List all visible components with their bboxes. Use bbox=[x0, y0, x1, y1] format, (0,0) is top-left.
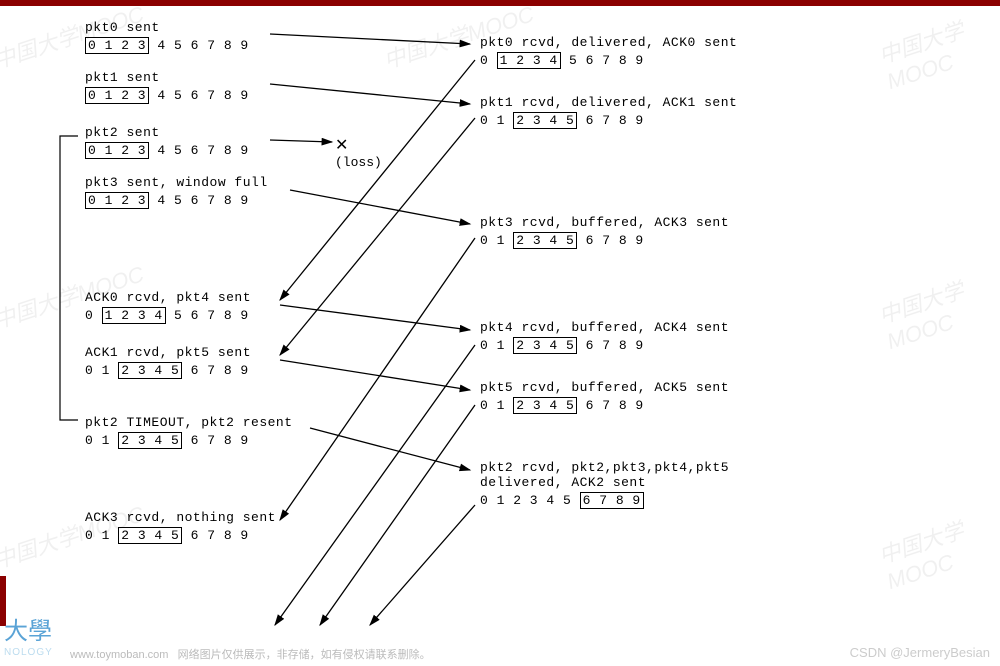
sender-event: pkt2 TIMEOUT, pkt2 resent 0 1 2 3 4 5 6 7… bbox=[85, 415, 293, 449]
event-label: pkt4 rcvd, buffered, ACK4 sent bbox=[480, 320, 729, 335]
event-sequence: 0 1 2 3 4 5 6 7 8 9 bbox=[85, 142, 249, 159]
arrow bbox=[270, 34, 470, 44]
arrow bbox=[280, 360, 470, 390]
top-red-bar bbox=[0, 0, 1000, 6]
event-label: pkt1 sent bbox=[85, 70, 249, 85]
event-sequence: 0 1 2 3 4 5 6 7 8 9 bbox=[480, 397, 729, 414]
event-label: pkt5 rcvd, buffered, ACK5 sent bbox=[480, 380, 729, 395]
sender-event: pkt1 sent 0 1 2 3 4 5 6 7 8 9 bbox=[85, 70, 249, 104]
arrow bbox=[280, 60, 475, 300]
arrow bbox=[280, 238, 475, 520]
watermark-text: 中国大学MOOC bbox=[874, 503, 1000, 595]
footer-text: 网络图片仅供展示，非存储，如有侵权请联系删除。 bbox=[178, 649, 431, 661]
sender-event: pkt0 sent 0 1 2 3 4 5 6 7 8 9 bbox=[85, 20, 249, 54]
watermark-text: 中国大学MOOC bbox=[874, 263, 1000, 355]
event-label: pkt0 rcvd, delivered, ACK0 sent bbox=[480, 35, 737, 50]
event-sequence: 0 1 2 3 4 5 6 7 8 9 bbox=[480, 232, 729, 249]
event-label: ACK0 rcvd, pkt4 sent bbox=[85, 290, 251, 305]
arrow bbox=[280, 305, 470, 330]
loss-marker: ✕ (loss) bbox=[335, 135, 382, 170]
loss-text: (loss) bbox=[335, 155, 382, 170]
event-label: pkt1 rcvd, delivered, ACK1 sent bbox=[480, 95, 737, 110]
loss-symbol: ✕ bbox=[335, 137, 348, 155]
event-label: pkt2 TIMEOUT, pkt2 resent bbox=[85, 415, 293, 430]
footer-site: www.toymoban.com bbox=[70, 649, 168, 661]
event-label: pkt0 sent bbox=[85, 20, 249, 35]
arrow bbox=[270, 140, 332, 142]
event-sequence: 0 1 2 3 4 5 6 7 8 9 bbox=[85, 362, 251, 379]
event-sequence: 0 1 2 3 4 5 6 7 8 9 bbox=[85, 527, 276, 544]
receiver-event: pkt5 rcvd, buffered, ACK5 sent 0 1 2 3 4 … bbox=[480, 380, 729, 414]
csdn-credit: CSDN @JermeryBesian bbox=[850, 645, 990, 660]
arrow bbox=[370, 505, 475, 625]
event-label: pkt3 rcvd, buffered, ACK3 sent bbox=[480, 215, 729, 230]
receiver-event: pkt3 rcvd, buffered, ACK3 sent 0 1 2 3 4 … bbox=[480, 215, 729, 249]
sender-event: ACK3 rcvd, nothing sent 0 1 2 3 4 5 6 7 8… bbox=[85, 510, 276, 544]
event-sequence: 0 1 2 3 4 5 6 7 8 9 bbox=[85, 307, 251, 324]
footer-note: www.toymoban.com 网络图片仅供展示，非存储，如有侵权请联系删除。 bbox=[70, 646, 431, 662]
sender-event: ACK0 rcvd, pkt4 sent 0 1 2 3 4 5 6 7 8 9 bbox=[85, 290, 251, 324]
timeout-bracket bbox=[60, 136, 78, 420]
event-sequence: 0 1 2 3 4 5 6 7 8 9 bbox=[85, 432, 293, 449]
arrow bbox=[275, 345, 475, 625]
event-sequence: 0 1 2 3 4 5 6 7 8 9 bbox=[480, 337, 729, 354]
event-sequence: 0 1 2 3 4 5 6 7 8 9 bbox=[480, 492, 729, 509]
event-sequence: 0 1 2 3 4 5 6 7 8 9 bbox=[85, 192, 268, 209]
event-label: pkt3 sent, window full bbox=[85, 175, 268, 190]
sender-event: ACK1 rcvd, pkt5 sent 0 1 2 3 4 5 6 7 8 9 bbox=[85, 345, 251, 379]
watermark-text: 中国大学MOOC bbox=[874, 3, 1000, 95]
receiver-event: pkt4 rcvd, buffered, ACK4 sent 0 1 2 3 4 … bbox=[480, 320, 729, 354]
sender-event: pkt2 sent 0 1 2 3 4 5 6 7 8 9 bbox=[85, 125, 249, 159]
receiver-event: pkt2 rcvd, pkt2,pkt3,pkt4,pkt5delivered,… bbox=[480, 460, 729, 509]
arrow bbox=[270, 84, 470, 104]
receiver-event: pkt0 rcvd, delivered, ACK0 sent 0 1 2 3 4… bbox=[480, 35, 737, 69]
event-label: pkt2 sent bbox=[85, 125, 249, 140]
university-sub: NOLOGY bbox=[4, 647, 53, 658]
event-sequence: 0 1 2 3 4 5 6 7 8 9 bbox=[85, 87, 249, 104]
event-sequence: 0 1 2 3 4 5 6 7 8 9 bbox=[480, 112, 737, 129]
sender-event: pkt3 sent, window full 0 1 2 3 4 5 6 7 8 … bbox=[85, 175, 268, 209]
event-sequence: 0 1 2 3 4 5 6 7 8 9 bbox=[85, 37, 249, 54]
event-label: ACK3 rcvd, nothing sent bbox=[85, 510, 276, 525]
event-sequence: 0 1 2 3 4 5 6 7 8 9 bbox=[480, 52, 737, 69]
university-mark: 大學 bbox=[4, 611, 52, 646]
arrow bbox=[290, 190, 470, 224]
event-label: ACK1 rcvd, pkt5 sent bbox=[85, 345, 251, 360]
arrow bbox=[320, 405, 475, 625]
receiver-event: pkt1 rcvd, delivered, ACK1 sent 0 1 2 3 4… bbox=[480, 95, 737, 129]
event-label2: delivered, ACK2 sent bbox=[480, 475, 729, 490]
arrow bbox=[310, 428, 470, 470]
event-label: pkt2 rcvd, pkt2,pkt3,pkt4,pkt5 bbox=[480, 460, 729, 475]
